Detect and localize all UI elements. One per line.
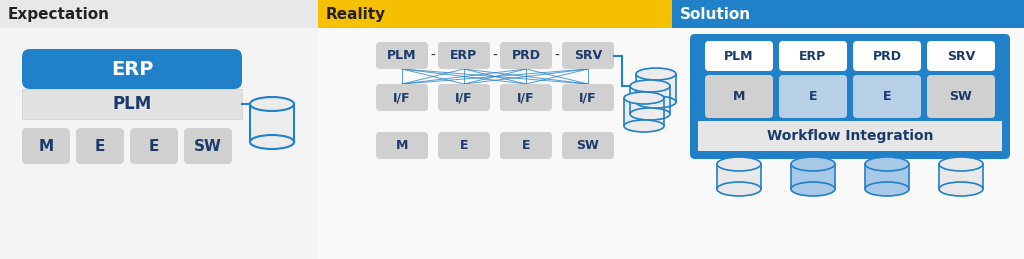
Text: PRD: PRD: [512, 49, 541, 62]
Text: I/F: I/F: [393, 91, 411, 104]
Text: PLM: PLM: [387, 49, 417, 62]
Ellipse shape: [791, 157, 835, 171]
Text: Reality: Reality: [326, 6, 386, 21]
Text: I/F: I/F: [580, 91, 597, 104]
Ellipse shape: [624, 92, 664, 104]
Ellipse shape: [939, 182, 983, 196]
Text: ERP: ERP: [111, 60, 154, 78]
Ellipse shape: [636, 96, 676, 108]
Ellipse shape: [630, 108, 670, 120]
Text: SRV: SRV: [573, 49, 602, 62]
Text: M: M: [733, 90, 745, 103]
Text: E: E: [809, 90, 817, 103]
Bar: [939, 164, 983, 189]
Text: E: E: [148, 139, 159, 154]
Text: I/F: I/F: [456, 91, 473, 104]
FancyBboxPatch shape: [76, 128, 124, 164]
Bar: [0, 0, 318, 28]
FancyBboxPatch shape: [184, 128, 232, 164]
FancyBboxPatch shape: [438, 84, 490, 111]
Ellipse shape: [636, 68, 676, 80]
FancyBboxPatch shape: [438, 42, 490, 69]
Bar: [698, 121, 1002, 151]
Bar: [672, 0, 1024, 28]
Text: ERP: ERP: [451, 49, 477, 62]
Bar: [318, 0, 672, 28]
Bar: [318, 28, 672, 259]
FancyBboxPatch shape: [500, 132, 552, 159]
Text: M: M: [396, 139, 409, 152]
Text: -: -: [493, 48, 498, 62]
Bar: [630, 86, 670, 114]
Ellipse shape: [939, 157, 983, 171]
Ellipse shape: [717, 157, 761, 171]
Text: PLM: PLM: [724, 49, 754, 62]
Bar: [250, 104, 294, 142]
Bar: [636, 74, 676, 102]
Text: SW: SW: [949, 90, 973, 103]
Bar: [22, 89, 242, 119]
Ellipse shape: [624, 120, 664, 132]
Text: PLM: PLM: [113, 95, 152, 113]
Ellipse shape: [630, 80, 670, 92]
Text: SRV: SRV: [947, 49, 975, 62]
FancyBboxPatch shape: [779, 75, 847, 118]
Bar: [717, 164, 761, 189]
FancyBboxPatch shape: [376, 84, 428, 111]
FancyBboxPatch shape: [927, 41, 995, 71]
FancyBboxPatch shape: [22, 128, 70, 164]
FancyBboxPatch shape: [500, 84, 552, 111]
FancyBboxPatch shape: [853, 41, 921, 71]
FancyBboxPatch shape: [22, 49, 242, 89]
FancyBboxPatch shape: [500, 42, 552, 69]
FancyBboxPatch shape: [853, 75, 921, 118]
FancyBboxPatch shape: [438, 132, 490, 159]
Text: Expectation: Expectation: [8, 6, 110, 21]
Ellipse shape: [791, 182, 835, 196]
Text: M: M: [39, 139, 53, 154]
Text: SW: SW: [195, 139, 222, 154]
Text: PRD: PRD: [872, 49, 901, 62]
Ellipse shape: [250, 135, 294, 149]
FancyBboxPatch shape: [705, 75, 773, 118]
Text: E: E: [95, 139, 105, 154]
Text: -: -: [430, 48, 435, 62]
FancyBboxPatch shape: [562, 42, 614, 69]
Text: I/F: I/F: [517, 91, 535, 104]
Bar: [672, 28, 1024, 259]
Text: Workflow Integration: Workflow Integration: [767, 129, 933, 143]
Text: ERP: ERP: [800, 49, 826, 62]
Ellipse shape: [717, 182, 761, 196]
Bar: [624, 98, 664, 126]
FancyBboxPatch shape: [376, 132, 428, 159]
Text: E: E: [460, 139, 468, 152]
Text: E: E: [522, 139, 530, 152]
Bar: [0, 28, 318, 259]
Bar: [865, 164, 909, 189]
Text: Solution: Solution: [680, 6, 752, 21]
Ellipse shape: [865, 182, 909, 196]
Ellipse shape: [865, 157, 909, 171]
FancyBboxPatch shape: [927, 75, 995, 118]
Text: SW: SW: [577, 139, 599, 152]
FancyBboxPatch shape: [562, 132, 614, 159]
Bar: [791, 164, 835, 189]
FancyBboxPatch shape: [376, 42, 428, 69]
FancyBboxPatch shape: [562, 84, 614, 111]
Text: E: E: [883, 90, 891, 103]
FancyBboxPatch shape: [690, 34, 1010, 159]
Ellipse shape: [250, 97, 294, 111]
Text: -: -: [555, 48, 559, 62]
FancyBboxPatch shape: [779, 41, 847, 71]
FancyBboxPatch shape: [705, 41, 773, 71]
FancyBboxPatch shape: [130, 128, 178, 164]
